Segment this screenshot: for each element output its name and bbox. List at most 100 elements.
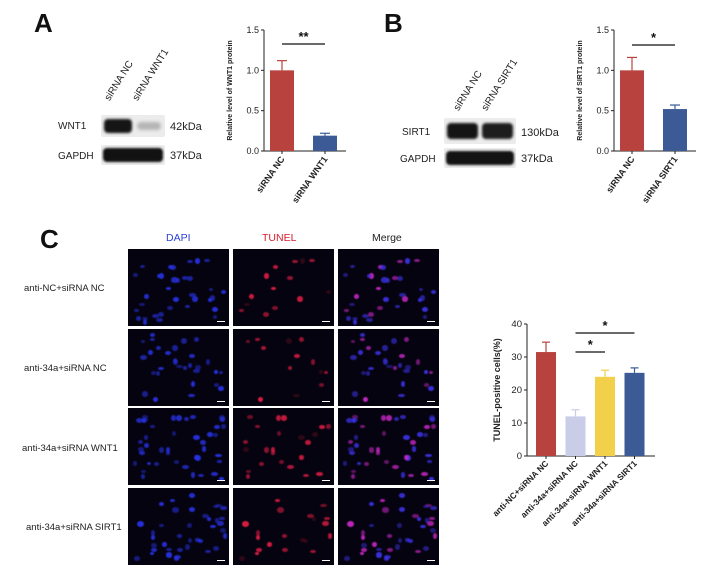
nucleus (326, 289, 332, 294)
nucleus (416, 432, 423, 437)
nucleus (136, 417, 143, 423)
nucleus (264, 273, 269, 279)
nucleus (141, 391, 148, 397)
nucleus (195, 364, 201, 370)
nucleus (375, 446, 380, 452)
nucleus (143, 435, 149, 440)
nucleus (156, 318, 163, 323)
chart-wnt1: 0.0 0.5 1.0 1.5 Relative level of WNT1 prote… (227, 25, 346, 205)
blot-row-label-gapdh: GAPDH (58, 151, 94, 162)
bar (270, 70, 294, 151)
nucleus (242, 440, 249, 445)
nucleus (403, 369, 411, 373)
nucleus (137, 447, 144, 452)
kda-wnt1: 42kDa (170, 121, 202, 133)
nucleus (325, 423, 332, 429)
column-header-dapi: DAPI (166, 232, 191, 244)
nucleus (296, 296, 303, 302)
y-axis-label: Relative level of SIRT1 protein (577, 40, 584, 140)
nucleus (318, 369, 324, 375)
significance-label: ** (298, 29, 309, 44)
lane-label-sirna-sirt1: siRNA SIRT1 (479, 57, 521, 113)
nucleus (180, 338, 187, 345)
nucleus (217, 520, 225, 527)
nucleus (281, 415, 288, 421)
nucleus (380, 414, 386, 421)
nucleus (350, 339, 356, 343)
nucleus (302, 473, 310, 478)
nucleus (421, 307, 428, 313)
nucleus (311, 432, 318, 437)
nucleus (190, 472, 196, 478)
nucleus (397, 537, 402, 543)
nucleus (396, 275, 403, 282)
nucleus (170, 414, 176, 421)
nucleus (158, 447, 164, 453)
nucleus (343, 273, 348, 278)
nucleus (270, 450, 276, 455)
nucleus (416, 359, 421, 365)
nucleus (382, 359, 389, 366)
nucleus (293, 394, 300, 398)
nucleus (176, 533, 183, 538)
nucleus (212, 505, 219, 509)
nucleus (149, 333, 155, 337)
nucleus (359, 333, 365, 337)
nucleus (247, 414, 253, 419)
nucleus (417, 517, 422, 521)
nucleus (398, 394, 405, 398)
nucleus (136, 521, 144, 527)
nucleus (174, 459, 180, 464)
blot-strip-sirt1 (444, 118, 516, 144)
nucleus (165, 286, 172, 291)
nucleus (133, 273, 138, 278)
bar (620, 70, 644, 151)
nucleus (140, 339, 146, 343)
y-tick-label: 40 (511, 319, 522, 330)
nucleus (403, 336, 409, 342)
nucleus (374, 350, 382, 355)
nucleus (212, 545, 220, 551)
nucleus (260, 345, 266, 351)
nucleus (282, 548, 288, 553)
nucleus (298, 336, 304, 342)
nucleus (346, 417, 353, 423)
nucleus (169, 499, 176, 503)
nucleus (193, 336, 199, 342)
y-tick-label: 1.0 (246, 65, 259, 75)
bar (536, 352, 556, 456)
nucleus (350, 354, 357, 361)
nucleus (214, 518, 220, 523)
nucleus (411, 446, 417, 452)
nucleus (369, 523, 374, 527)
nucleus (172, 345, 178, 351)
nucleus (194, 454, 199, 461)
nucleus (142, 319, 147, 326)
nucleus (217, 386, 225, 392)
nucleus (239, 308, 244, 312)
nucleus (157, 366, 164, 371)
nucleus (219, 527, 226, 534)
y-tick-label: 1.5 (596, 25, 609, 35)
nucleus (186, 275, 193, 282)
nucleus (153, 396, 159, 402)
nucleus (423, 369, 429, 375)
nucleus (188, 353, 195, 358)
nucleus (385, 365, 393, 369)
nucleus (352, 319, 357, 326)
nucleus (176, 415, 183, 421)
nucleus (281, 533, 288, 538)
nucleus (166, 547, 172, 551)
y-axis-label: Relative level of WNT1 protein (227, 40, 234, 140)
bar (313, 135, 337, 151)
nucleus (377, 305, 383, 310)
nucleus (368, 311, 375, 317)
nucleus (382, 296, 389, 303)
nucleus (350, 473, 355, 480)
nucleus (365, 370, 370, 376)
microscopy-image (338, 488, 439, 565)
scale-bar (217, 400, 225, 402)
nucleus (150, 370, 156, 376)
nucleus (381, 431, 387, 437)
nucleus (165, 446, 170, 452)
